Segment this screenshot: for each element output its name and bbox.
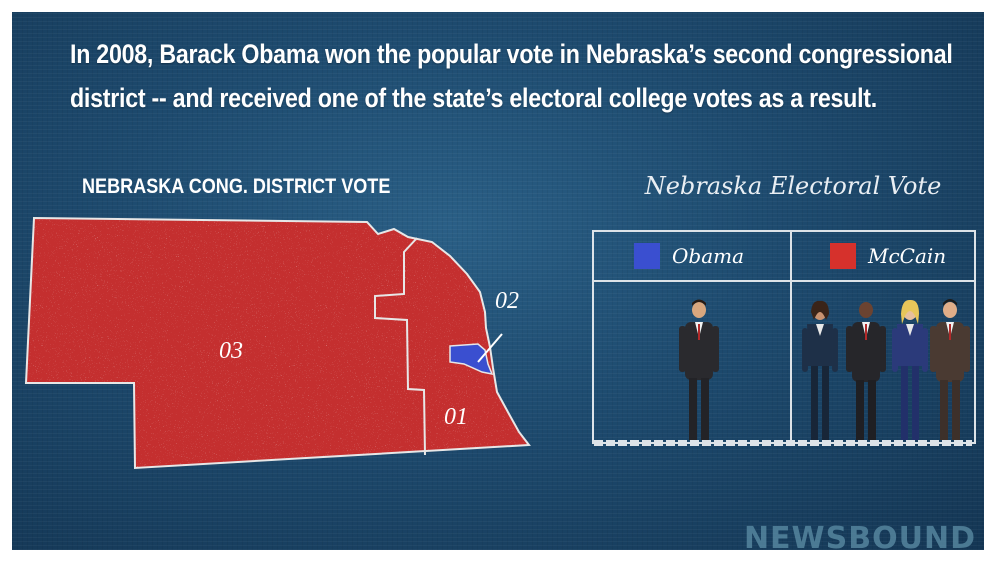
elector-figure-mccain-4 (930, 299, 970, 440)
elector-figure-mccain-2 (846, 302, 886, 440)
map-title: NEBRASKA CONG. DISTRICT VOTE (82, 175, 391, 198)
electoral-vote-table: Obama McCain (592, 230, 976, 444)
table-column-divider (790, 232, 792, 442)
elector-figure-obama-1 (679, 299, 719, 440)
table-header-divider (594, 280, 974, 282)
elector-figure-mccain-1 (802, 300, 838, 440)
table-floor (594, 440, 972, 446)
district-02-leader-line (477, 333, 503, 363)
elector-figure-mccain-3 (892, 299, 928, 440)
obama-label: Obama (672, 244, 745, 268)
state-speckle (26, 218, 529, 468)
headline-line-2: district -- and received one of the stat… (70, 83, 877, 113)
headline-line-1: In 2008, Barack Obama won the popular vo… (70, 39, 953, 69)
district-03-label: 03 (219, 338, 243, 364)
electors-figures (679, 299, 970, 440)
newsbound-logo: NEWSBOUND (743, 521, 976, 550)
electoral-vote-title: Nebraska Electoral Vote (644, 172, 942, 200)
district-02-label: 02 (495, 288, 519, 314)
district-02-shape (449, 343, 494, 376)
obama-column-header: Obama (594, 232, 790, 280)
mccain-swatch (830, 243, 856, 269)
mccain-label: McCain (868, 244, 947, 268)
headline: In 2008, Barack Obama won the popular vo… (70, 32, 953, 120)
infographic-frame: In 2008, Barack Obama won the popular vo… (12, 12, 984, 550)
district-01-label: 01 (444, 404, 468, 430)
mccain-column-header: McCain (792, 232, 974, 280)
nebraska-map: 03 02 01 (24, 216, 531, 470)
obama-swatch (634, 243, 660, 269)
district-boundary-03-01 (374, 237, 426, 456)
